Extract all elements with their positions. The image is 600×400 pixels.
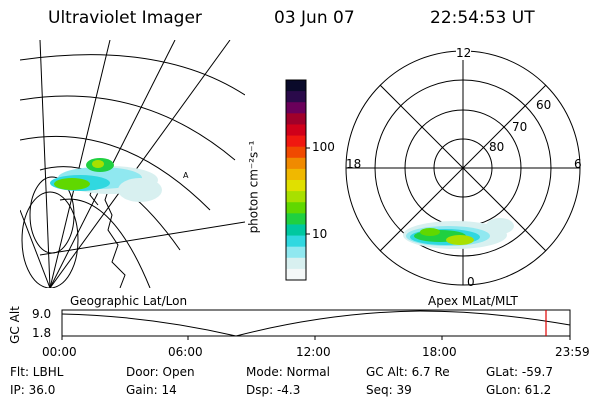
- gain-status: Gain: 14: [126, 383, 177, 397]
- colorbar-tick-100: 100: [312, 140, 335, 154]
- gc-alt-status: GC Alt: 6.7 Re: [366, 365, 450, 379]
- altitude-curve: [61, 310, 571, 337]
- timeline-y-top: 9.0: [32, 307, 52, 321]
- aurora-emission-map: [50, 158, 162, 202]
- map-grid-line: [49, 40, 111, 288]
- app-title: Ultraviolet Imager: [48, 8, 202, 28]
- aurora-emission-polar: [403, 218, 514, 249]
- map-grid-line: [20, 95, 236, 161]
- ip-status: IP: 36.0: [10, 383, 56, 397]
- mode-status: Mode: Normal: [246, 365, 330, 379]
- map-grid-line: [21, 191, 79, 288]
- colorbar-segment: [286, 268, 306, 281]
- glat-status: GLat: -59.7: [486, 365, 553, 379]
- colorbar-segment: [286, 235, 306, 248]
- colorbar-segment: [286, 202, 306, 214]
- colorbar-segment: [286, 180, 306, 192]
- time-label: 22:54:53 UT: [430, 8, 535, 28]
- glon-status: GLon: 61.2: [486, 383, 552, 397]
- colorbar-segment: [286, 213, 306, 225]
- timeline-left-label: Geographic Lat/Lon: [70, 294, 188, 308]
- colorbar-segment: [286, 246, 306, 259]
- colorbar-segment: [286, 257, 306, 270]
- timeline-tick: 06:00: [168, 345, 203, 359]
- filter-status: Flt: LBHL: [10, 365, 64, 379]
- colorbar-segment: [286, 168, 306, 181]
- polar-ring-label: 70: [512, 120, 528, 134]
- map-grid-line: [20, 54, 245, 96]
- colorbar-segment: [286, 102, 306, 114]
- seq-status: Seq: 39: [366, 383, 412, 397]
- colorbar-tick-10: 10: [312, 227, 328, 241]
- colorbar-segment: [286, 157, 306, 170]
- polar-label-18: 18: [346, 157, 362, 171]
- colorbar-segment: [286, 224, 306, 237]
- colorbar-segment: [286, 135, 306, 148]
- polar-label-12: 12: [456, 46, 472, 60]
- map-grid-line: [49, 40, 231, 288]
- colorbar-segment: [286, 91, 306, 103]
- colorbar-segment: [286, 80, 306, 92]
- timeline-right-label: Apex MLat/MLT: [428, 294, 518, 308]
- map-grid-line: [39, 40, 51, 288]
- polar-axis: [379, 84, 547, 252]
- polar-ring-label: 80: [489, 140, 505, 154]
- timeline-tick: 23:59: [555, 345, 590, 359]
- timeline-tick: 18:00: [422, 345, 457, 359]
- polar-ring-label: 60: [536, 98, 552, 112]
- dsp-status: Dsp: -4.3: [246, 383, 301, 397]
- colorbar-segment: [286, 124, 306, 137]
- timeline-tick: 00:00: [42, 345, 77, 359]
- colorbar-segment: [286, 113, 306, 125]
- colorbar-segment: [286, 146, 306, 159]
- date-label: 03 Jun 07: [274, 8, 355, 28]
- timeline-tick: 12:00: [296, 345, 331, 359]
- svg-text:A: A: [183, 171, 189, 180]
- map-grid-line: [29, 176, 75, 254]
- polar-label-0: 0: [467, 275, 475, 289]
- timeline-y-bottom: 1.8: [32, 326, 52, 340]
- map-grid-line: [20, 209, 51, 288]
- door-status: Door: Open: [126, 365, 195, 379]
- map-grid-line: [39, 221, 245, 256]
- polar-label-6: 6: [574, 157, 582, 171]
- colorbar-segment: [286, 191, 306, 203]
